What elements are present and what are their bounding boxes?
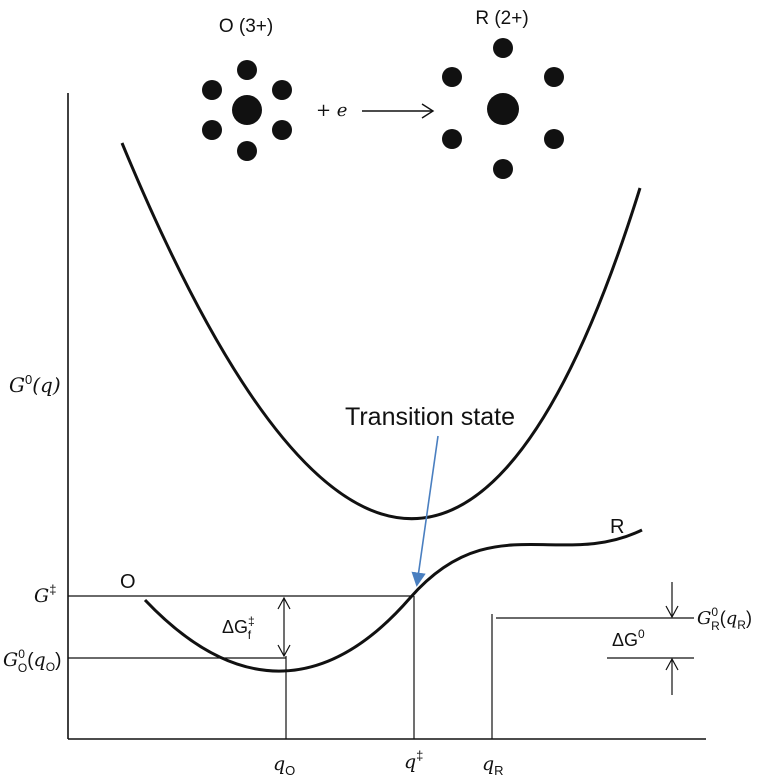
q-dagger-tick-label: q‡	[404, 748, 423, 773]
q-r-tick-label: qR	[482, 753, 504, 777]
oxidized-complex-icon	[202, 60, 292, 161]
delta-gf-arrow	[277, 596, 291, 658]
reduced-complex-icon	[442, 38, 564, 179]
electron-label: + e	[316, 100, 347, 121]
delta-g0-arrows	[665, 582, 679, 695]
curve-r-label: R	[610, 516, 624, 538]
reduced-parabola	[120, 142, 642, 521]
y-axis-label: G0(q)	[9, 372, 61, 397]
reduced-species-label: R (2+)	[475, 8, 528, 29]
transition-state-arrow	[411, 435, 439, 587]
q-o-tick-label: qO	[273, 753, 295, 777]
reaction-arrow	[362, 103, 435, 119]
transition-state-callout: Transition state	[345, 403, 515, 431]
delta-gf-label: ΔG‡ f	[222, 614, 255, 642]
curve-o-label: O	[120, 571, 136, 593]
g0-o-label: G0 O(qO)	[3, 647, 61, 675]
oxidized-species-label: O (3+)	[219, 16, 273, 37]
g0-r-label: G0 R(qR)	[697, 605, 752, 633]
g-dagger-label: G‡	[34, 582, 56, 607]
oxidized-parabola	[143, 528, 643, 673]
delta-g0-label: ΔG0	[612, 627, 645, 650]
